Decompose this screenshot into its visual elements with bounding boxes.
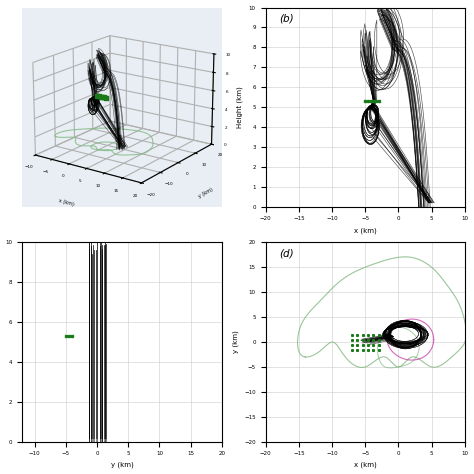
Y-axis label: y (km): y (km) xyxy=(232,331,238,354)
X-axis label: x (km): x (km) xyxy=(58,198,75,207)
Text: (b): (b) xyxy=(280,14,294,24)
Text: (d): (d) xyxy=(280,248,294,258)
X-axis label: y (km): y (km) xyxy=(110,462,133,468)
X-axis label: x (km): x (km) xyxy=(354,462,377,468)
X-axis label: x (km): x (km) xyxy=(354,227,377,234)
Y-axis label: Height (km): Height (km) xyxy=(237,86,243,128)
Y-axis label: y (km): y (km) xyxy=(198,187,214,199)
